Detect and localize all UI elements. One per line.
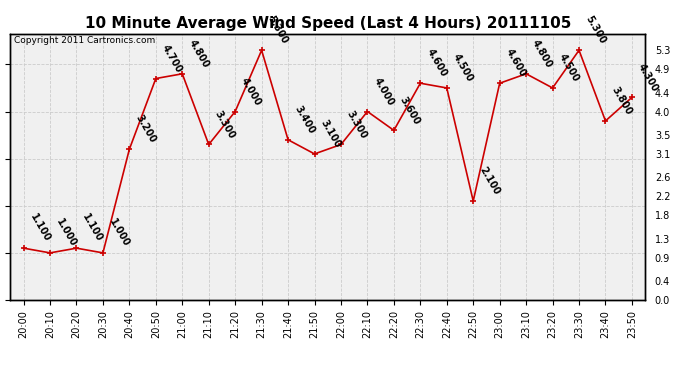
Text: 4.600: 4.600: [504, 47, 528, 79]
Text: 4.000: 4.000: [239, 76, 264, 107]
Text: 4.600: 4.600: [424, 47, 448, 79]
Text: 3.800: 3.800: [610, 85, 633, 117]
Text: 4.800: 4.800: [531, 38, 554, 70]
Text: 1.100: 1.100: [28, 212, 52, 244]
Text: 4.500: 4.500: [451, 52, 475, 84]
Text: 2.100: 2.100: [477, 165, 502, 197]
Text: Copyright 2011 Cartronics.com: Copyright 2011 Cartronics.com: [14, 36, 155, 45]
Text: 4.700: 4.700: [160, 43, 184, 74]
Text: 1.100: 1.100: [81, 212, 105, 244]
Text: 1.000: 1.000: [55, 217, 78, 249]
Text: 4.000: 4.000: [372, 76, 395, 107]
Text: 3.200: 3.200: [134, 113, 157, 145]
Text: 4.300: 4.300: [636, 62, 660, 93]
Text: 3.300: 3.300: [345, 109, 369, 140]
Title: 10 Minute Average Wind Speed (Last 4 Hours) 20111105: 10 Minute Average Wind Speed (Last 4 Hou…: [85, 16, 571, 31]
Text: 1.000: 1.000: [107, 217, 131, 249]
Text: 3.100: 3.100: [319, 118, 343, 150]
Text: 3.600: 3.600: [398, 94, 422, 126]
Text: 3.300: 3.300: [213, 109, 237, 140]
Text: 5.300: 5.300: [583, 15, 607, 46]
Text: 5.300: 5.300: [266, 15, 290, 46]
Text: 3.400: 3.400: [293, 104, 316, 136]
Text: 4.500: 4.500: [557, 52, 581, 84]
Text: 4.800: 4.800: [186, 38, 210, 70]
